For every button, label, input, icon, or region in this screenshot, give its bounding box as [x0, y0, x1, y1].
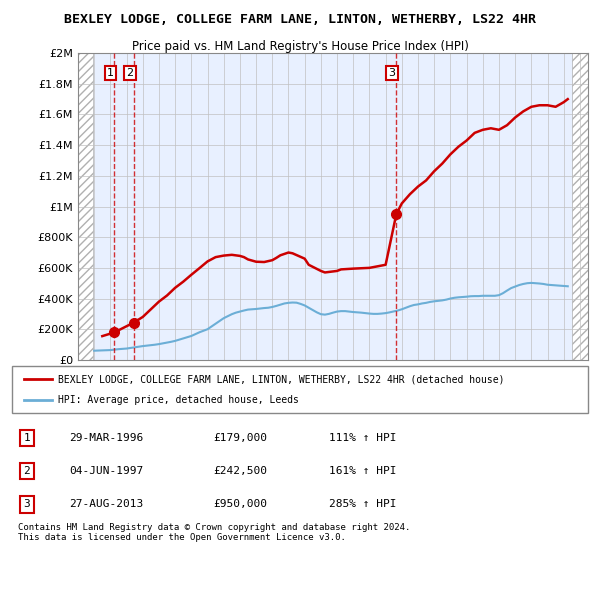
- Text: 27-AUG-2013: 27-AUG-2013: [70, 499, 144, 509]
- Text: 3: 3: [389, 68, 395, 78]
- Bar: [78, 53, 92, 360]
- Text: 2: 2: [23, 466, 30, 476]
- Text: Contains HM Land Registry data © Crown copyright and database right 2024.
This d: Contains HM Land Registry data © Crown c…: [18, 523, 410, 542]
- FancyBboxPatch shape: [12, 366, 588, 413]
- Text: 111% ↑ HPI: 111% ↑ HPI: [329, 433, 397, 443]
- Text: 3: 3: [23, 499, 30, 509]
- Text: £950,000: £950,000: [214, 499, 268, 509]
- Text: £179,000: £179,000: [214, 433, 268, 443]
- Text: 1: 1: [107, 68, 114, 78]
- Text: £242,500: £242,500: [214, 466, 268, 476]
- Text: 2: 2: [126, 68, 133, 78]
- Text: 1: 1: [23, 433, 30, 443]
- Text: BEXLEY LODGE, COLLEGE FARM LANE, LINTON, WETHERBY, LS22 4HR: BEXLEY LODGE, COLLEGE FARM LANE, LINTON,…: [64, 13, 536, 27]
- Text: HPI: Average price, detached house, Leeds: HPI: Average price, detached house, Leed…: [58, 395, 299, 405]
- Text: 29-MAR-1996: 29-MAR-1996: [70, 433, 144, 443]
- Bar: [572, 53, 588, 360]
- Text: BEXLEY LODGE, COLLEGE FARM LANE, LINTON, WETHERBY, LS22 4HR (detached house): BEXLEY LODGE, COLLEGE FARM LANE, LINTON,…: [58, 374, 505, 384]
- Text: 04-JUN-1997: 04-JUN-1997: [70, 466, 144, 476]
- Text: 161% ↑ HPI: 161% ↑ HPI: [329, 466, 397, 476]
- Text: Price paid vs. HM Land Registry's House Price Index (HPI): Price paid vs. HM Land Registry's House …: [131, 40, 469, 53]
- Text: 285% ↑ HPI: 285% ↑ HPI: [329, 499, 397, 509]
